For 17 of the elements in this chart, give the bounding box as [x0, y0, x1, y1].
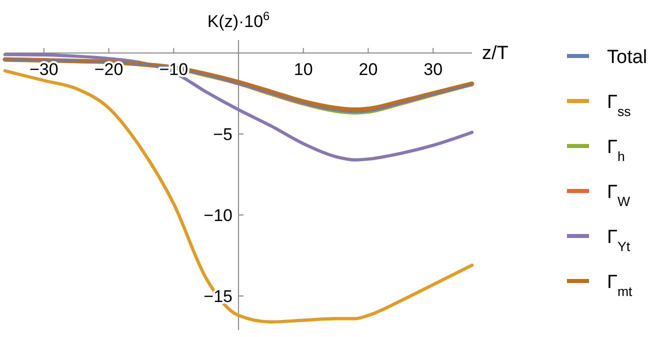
- y-tick-label: −10: [204, 206, 232, 225]
- x-tick-label: 20: [358, 60, 378, 79]
- x-tick-label: 10: [294, 60, 313, 79]
- x-axis-title: z/T: [482, 42, 509, 64]
- y-axis-title: K(z)·10$^{6}$: [207, 9, 270, 31]
- line-series: [3, 52, 474, 162]
- legend-label: Γ$_{mt}$: [607, 272, 633, 298]
- x-tick-label: −20: [94, 60, 124, 79]
- legend-label: Γ$_{h}$: [607, 137, 625, 164]
- x-tick-label: 30: [424, 60, 443, 79]
- x-tick-label: −30: [29, 60, 58, 79]
- y-tick-label: −5: [213, 124, 232, 144]
- legend-label: Γ$_{ss}$: [607, 92, 632, 118]
- legend-label: Γ$_{W}$: [607, 182, 630, 208]
- legend-label: Γ$_{Yt}$: [607, 227, 630, 254]
- legend-label: Total: [607, 47, 648, 68]
- x-tick-label: −10: [159, 60, 188, 79]
